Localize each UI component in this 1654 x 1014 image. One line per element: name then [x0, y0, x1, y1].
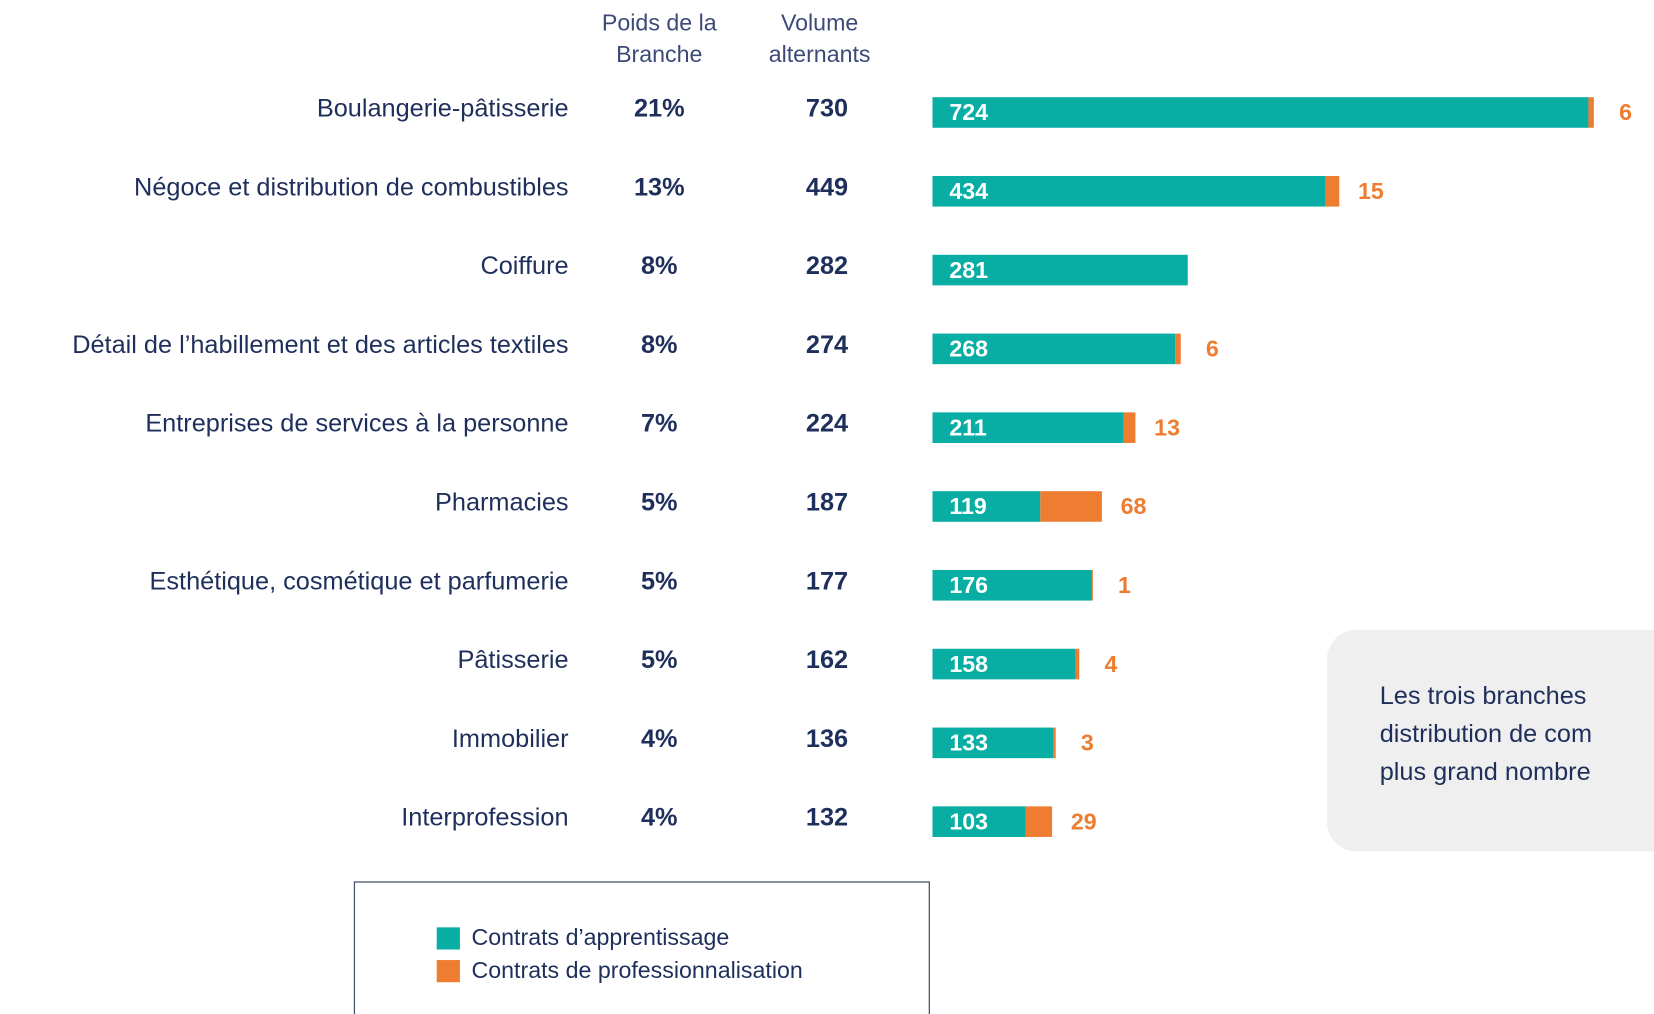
- legend-label: Contrats d’apprentissage: [472, 924, 730, 950]
- legend-swatch: [436, 927, 460, 950]
- bar-value-label: 158: [949, 651, 988, 677]
- column-header: Branche: [616, 41, 702, 67]
- volume-label: 177: [806, 567, 848, 595]
- weight-label: 5%: [641, 489, 678, 517]
- category-label: Entreprises de services à la personne: [145, 410, 568, 438]
- bar-segment: [932, 412, 1124, 443]
- bar-value-label: 211: [949, 414, 987, 440]
- weight-label: 5%: [641, 646, 678, 674]
- volume-label: 187: [806, 489, 848, 517]
- bar-value-label: 119: [949, 493, 987, 519]
- volume-label: 730: [806, 95, 848, 123]
- category-label: Pâtisserie: [457, 646, 568, 674]
- note-text: Les trois branches: [1380, 682, 1587, 710]
- bar-value-label: 268: [949, 336, 988, 362]
- volume-label: 449: [806, 173, 848, 201]
- bar-segment: [1588, 97, 1594, 128]
- weight-label: 7%: [641, 410, 678, 438]
- bar-segment: [932, 806, 1026, 837]
- bar-segment: [1075, 648, 1080, 680]
- bar-segment: [932, 97, 1589, 128]
- category-label: Négoce et distribution de combustibles: [134, 173, 569, 201]
- legend-label: Contrats de professionnalisation: [472, 957, 803, 983]
- bar-value-label: 176: [949, 572, 988, 598]
- bar-value-label: 3: [1081, 730, 1094, 756]
- bar-value-label: 6: [1619, 99, 1632, 125]
- note-text: distribution de com: [1380, 720, 1592, 748]
- category-label: Esthétique, cosmétique et parfumerie: [150, 567, 569, 595]
- bar-segment: [1187, 254, 1188, 286]
- category-label: Pharmacies: [435, 489, 569, 517]
- bar-segment: [932, 569, 1092, 601]
- bar-segment: [1040, 491, 1102, 522]
- bar-value-label: 6: [1206, 336, 1219, 362]
- weight-label: 8%: [641, 331, 678, 359]
- weight-label: 5%: [641, 567, 678, 595]
- bar-value-label: 13: [1154, 414, 1180, 440]
- bar-segment: [1325, 175, 1340, 207]
- bar-value-label: 281: [949, 257, 988, 283]
- bar-segment: [932, 491, 1041, 522]
- bar-value-label: 29: [1071, 808, 1097, 834]
- category-label: Coiffure: [480, 252, 568, 280]
- bar-segment: [932, 254, 1188, 286]
- weight-label: 21%: [634, 95, 685, 123]
- bar-value-label: 133: [949, 730, 988, 756]
- note-text: plus grand nombre: [1380, 758, 1591, 786]
- bar-segment: [932, 648, 1076, 680]
- bar-value-label: 1: [1118, 572, 1131, 598]
- category-label: Immobilier: [452, 725, 569, 753]
- bar-segment: [1052, 727, 1056, 759]
- column-header: Volume: [781, 10, 858, 36]
- bar-value-label: 4: [1104, 651, 1117, 677]
- bar-segment: [932, 333, 1176, 365]
- weight-label: 4%: [641, 804, 678, 832]
- legend-swatch: [436, 960, 460, 983]
- weight-label: 8%: [641, 252, 678, 280]
- bar-value-label: 15: [1358, 178, 1384, 204]
- volume-label: 132: [806, 804, 848, 832]
- bar-segment: [1025, 806, 1053, 837]
- category-label: Détail de l’habillement et des articles …: [72, 331, 568, 359]
- bar-segment: [932, 727, 1053, 759]
- category-label: Boulangerie-pâtisserie: [317, 95, 569, 123]
- bar-segment: [1123, 412, 1136, 443]
- volume-label: 282: [806, 252, 848, 280]
- bar-value-label: 103: [949, 808, 988, 834]
- column-header: Poids de la: [602, 10, 717, 36]
- bar-value-label: 724: [949, 99, 988, 125]
- bar-segment: [1175, 333, 1181, 365]
- bar-value-label: 68: [1121, 493, 1147, 519]
- category-label: Interprofession: [401, 804, 568, 832]
- volume-label: 136: [806, 725, 848, 753]
- bar-segment: [932, 175, 1326, 207]
- volume-label: 274: [806, 331, 848, 359]
- volume-label: 162: [806, 646, 848, 674]
- bar-segment: [1091, 569, 1093, 601]
- column-header: alternants: [769, 41, 871, 67]
- bar-value-label: 434: [949, 178, 988, 204]
- volume-label: 224: [806, 410, 848, 438]
- legend-box: [353, 881, 930, 1014]
- note-box: [1327, 629, 1654, 852]
- weight-label: 4%: [641, 725, 678, 753]
- weight-label: 13%: [634, 173, 685, 201]
